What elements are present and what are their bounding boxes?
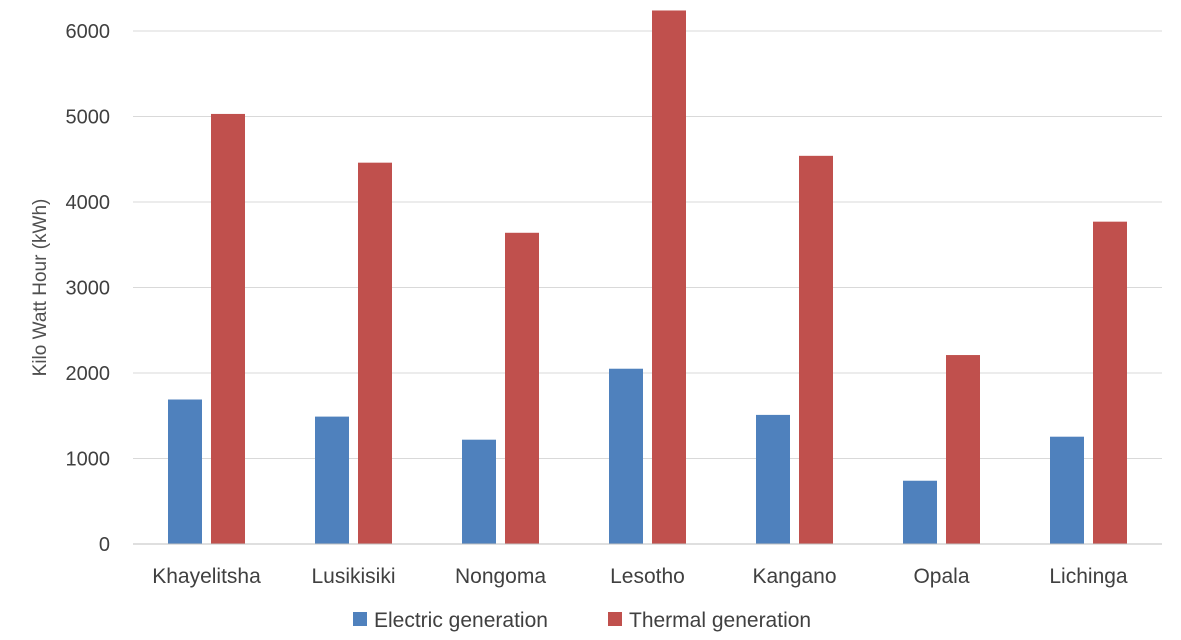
x-tick-label: Kangano [752, 565, 836, 588]
x-tick-label: Opala [913, 565, 969, 588]
bar-electric-khayelitsha [168, 399, 202, 544]
bars [168, 10, 1127, 545]
x-tick-label: Lusikisiki [311, 565, 395, 588]
legend: Electric generation Thermal generation [353, 609, 811, 632]
x-tick-label: Lesotho [610, 565, 685, 588]
y-tick-label: 1000 [66, 449, 111, 471]
y-axis-title: Kilo Watt Hour (kWh) [30, 199, 51, 377]
x-tick-label: Nongoma [455, 565, 546, 588]
bar-electric-lesotho [609, 368, 643, 544]
bar-thermal-opala [946, 355, 980, 544]
bar-thermal-lichinga [1093, 221, 1127, 545]
y-tick-label: 6000 [66, 21, 111, 43]
y-tick-label: 5000 [66, 107, 111, 129]
bar-thermal-lesotho [652, 10, 686, 545]
legend-label-thermal: Thermal generation [629, 609, 811, 632]
bar-thermal-khayelitsha [211, 113, 245, 544]
legend-swatch-electric [353, 612, 367, 626]
y-axis-ticks: 0 1000 2000 3000 4000 5000 6000 [66, 21, 111, 556]
y-tick-label: 2000 [66, 363, 111, 385]
bar-thermal-lusikisiki [358, 162, 392, 545]
bar-electric-nongoma [462, 439, 496, 544]
y-tick-label: 0 [99, 534, 110, 556]
y-tick-label: 3000 [66, 278, 111, 300]
bar-electric-opala [903, 480, 937, 544]
gridlines [133, 30, 1162, 459]
bar-electric-lusikisiki [315, 416, 349, 544]
y-tick-label: 4000 [66, 192, 111, 214]
bar-thermal-kangano [799, 155, 833, 544]
x-tick-label: Lichinga [1049, 565, 1128, 588]
bar-thermal-nongoma [505, 232, 539, 544]
x-tick-label: Khayelitsha [152, 565, 261, 588]
legend-label-electric: Electric generation [374, 609, 548, 632]
bar-electric-kangano [756, 414, 790, 544]
bar-electric-lichinga [1050, 436, 1084, 544]
x-axis-ticks: Khayelitsha Lusikisiki Nongoma Lesotho Kanga… [152, 565, 1128, 588]
legend-swatch-thermal [608, 612, 622, 626]
